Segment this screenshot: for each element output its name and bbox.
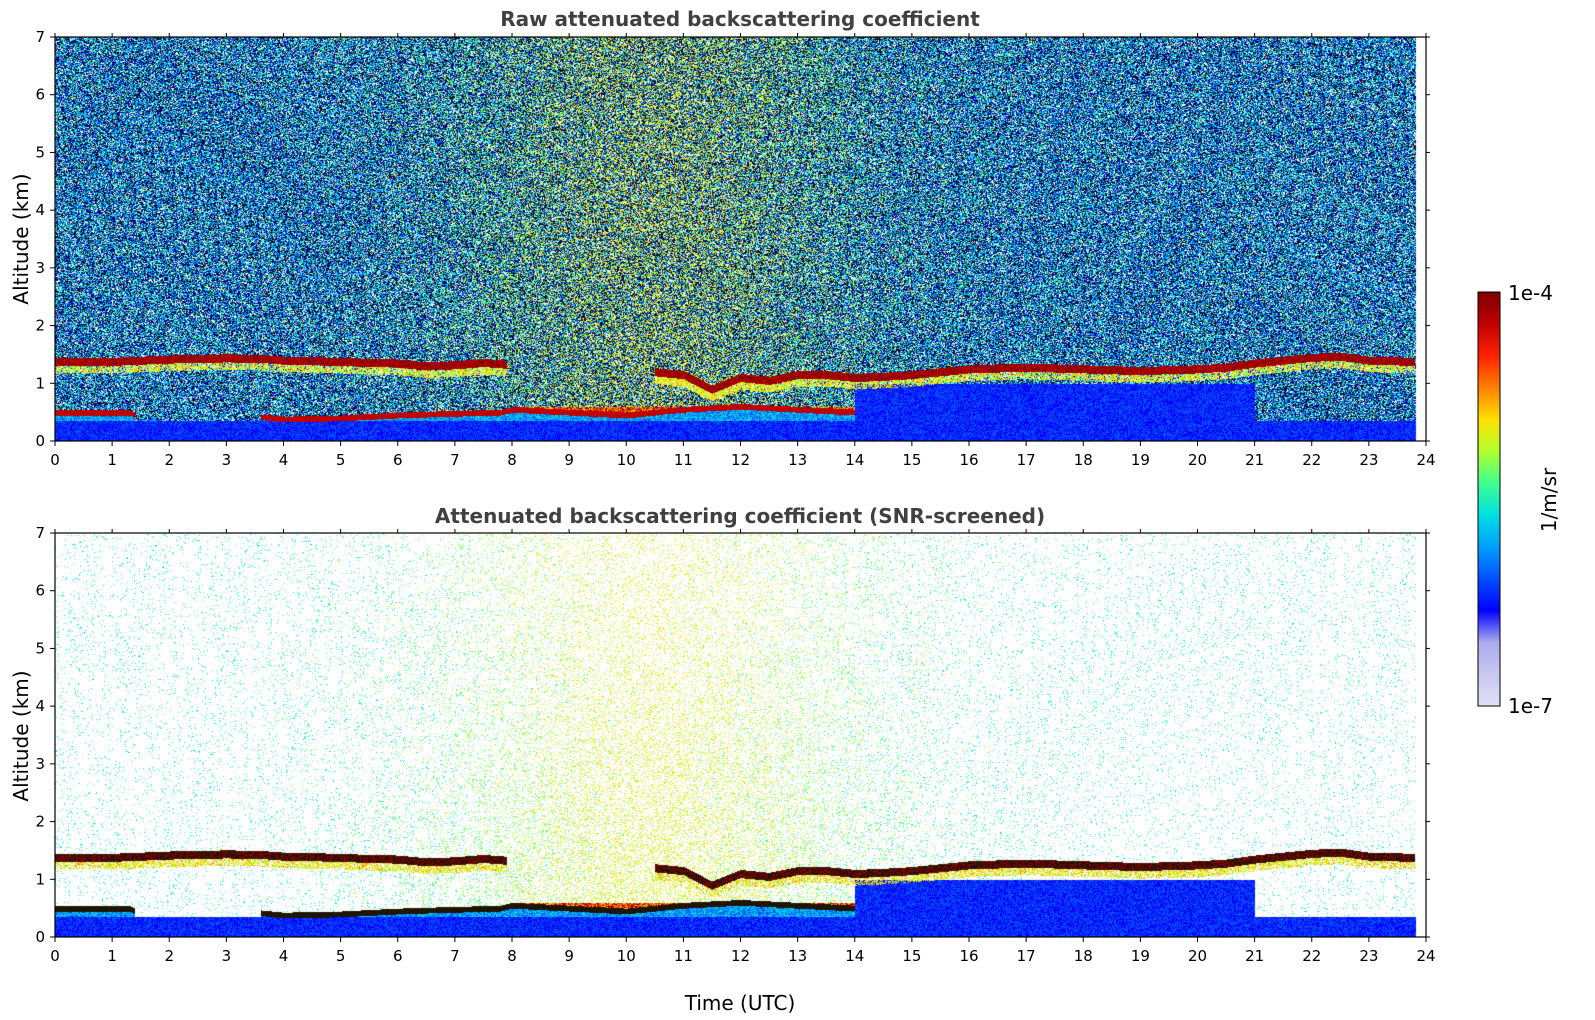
x-tick-label: 9: [564, 451, 574, 469]
y-tick-label: 6: [35, 582, 45, 600]
x-tick-label: 3: [222, 451, 232, 469]
x-tick-label: 9: [564, 947, 574, 965]
x-tick-label: 0: [50, 451, 60, 469]
y-tick-label: 6: [35, 86, 45, 104]
x-tick-label: 13: [788, 451, 807, 469]
x-tick-label: 13: [788, 947, 807, 965]
y-tick-label: 5: [35, 143, 45, 161]
top-panel-title: Raw attenuated backscattering coefficien…: [500, 7, 980, 31]
heatmap-raster: [55, 37, 1426, 441]
y-tick-label: 1: [35, 870, 45, 888]
colorbar-min-label: 1e-7: [1508, 694, 1553, 718]
x-tick-label: 14: [845, 947, 864, 965]
bottom-panel-title: Attenuated backscattering coefficient (S…: [435, 504, 1045, 528]
top-y-axis-label: Altitude (km): [9, 173, 33, 304]
y-tick-label: 0: [35, 928, 45, 946]
x-tick-label: 1: [107, 947, 117, 965]
colorbar-unit-label: 1/m/sr: [1537, 467, 1561, 532]
x-tick-label: 21: [1245, 451, 1264, 469]
x-tick-label: 6: [393, 947, 403, 965]
x-tick-label: 6: [393, 451, 403, 469]
y-tick-label: 4: [35, 201, 45, 219]
y-tick-label: 2: [35, 813, 45, 831]
x-tick-label: 15: [902, 451, 921, 469]
x-tick-label: 15: [902, 947, 921, 965]
y-tick-label: 1: [35, 374, 45, 392]
x-tick-label: 18: [1074, 451, 1093, 469]
x-tick-label: 5: [336, 947, 346, 965]
x-tick-label: 10: [617, 947, 636, 965]
x-tick-label: 7: [450, 947, 460, 965]
x-tick-label: 20: [1188, 947, 1207, 965]
y-tick-label: 7: [35, 28, 45, 46]
x-tick-label: 22: [1302, 451, 1321, 469]
x-tick-label: 17: [1017, 451, 1036, 469]
y-tick-label: 4: [35, 697, 45, 715]
x-tick-label: 16: [959, 947, 978, 965]
x-tick-label: 23: [1359, 947, 1378, 965]
x-tick-label: 17: [1017, 947, 1036, 965]
y-tick-label: 2: [35, 317, 45, 335]
x-tick-label: 11: [674, 947, 693, 965]
x-tick-label: 2: [164, 947, 174, 965]
colorbar: [1477, 291, 1501, 707]
x-tick-label: 21: [1245, 947, 1264, 965]
x-tick-label: 19: [1131, 947, 1150, 965]
heatmap-raster: [55, 533, 1426, 937]
x-tick-label: 3: [222, 947, 232, 965]
x-tick-label: 1: [107, 451, 117, 469]
x-tick-label: 0: [50, 947, 60, 965]
y-tick-label: 3: [35, 755, 45, 773]
x-tick-label: 8: [507, 947, 517, 965]
x-tick-label: 10: [617, 451, 636, 469]
x-tick-label: 12: [731, 451, 750, 469]
top-heatmap: [55, 37, 1426, 441]
x-tick-label: 2: [164, 451, 174, 469]
y-tick-label: 7: [35, 524, 45, 542]
bottom-heatmap: [55, 533, 1426, 937]
bottom-axes: 0 1 2 3 4 5 6 7 8 9 10 11 12 13 14 15 16 17 18 19 20 21 22 23 24…: [35, 524, 1435, 965]
y-tick-label: 5: [35, 639, 45, 657]
y-tick-label: 3: [35, 259, 45, 277]
x-tick-label: 23: [1359, 451, 1378, 469]
x-tick-label: 20: [1188, 451, 1207, 469]
x-tick-label: 18: [1074, 947, 1093, 965]
x-tick-label: 16: [959, 451, 978, 469]
colorbar-gradient: [1477, 291, 1501, 707]
bottom-y-axis-label: Altitude (km): [9, 670, 33, 801]
x-tick-label: 11: [674, 451, 693, 469]
x-tick-label: 24: [1416, 947, 1435, 965]
colorbar-max-label: 1e-4: [1508, 281, 1553, 305]
x-tick-label: 7: [450, 451, 460, 469]
x-tick-label: 22: [1302, 947, 1321, 965]
x-tick-label: 4: [279, 451, 289, 469]
x-tick-label: 12: [731, 947, 750, 965]
x-tick-label: 8: [507, 451, 517, 469]
x-tick-label: 19: [1131, 451, 1150, 469]
y-tick-label: 0: [35, 432, 45, 450]
x-tick-label: 4: [279, 947, 289, 965]
bottom-x-axis-label: Time (UTC): [684, 991, 796, 1015]
top-axes: 0 1 2 3 4 5 6 7 8 9 10 11 12 13 14 15 16 17 18 19 20 21 22 23 24…: [35, 28, 1435, 469]
x-tick-label: 24: [1416, 451, 1435, 469]
x-tick-label: 14: [845, 451, 864, 469]
x-tick-label: 5: [336, 451, 346, 469]
